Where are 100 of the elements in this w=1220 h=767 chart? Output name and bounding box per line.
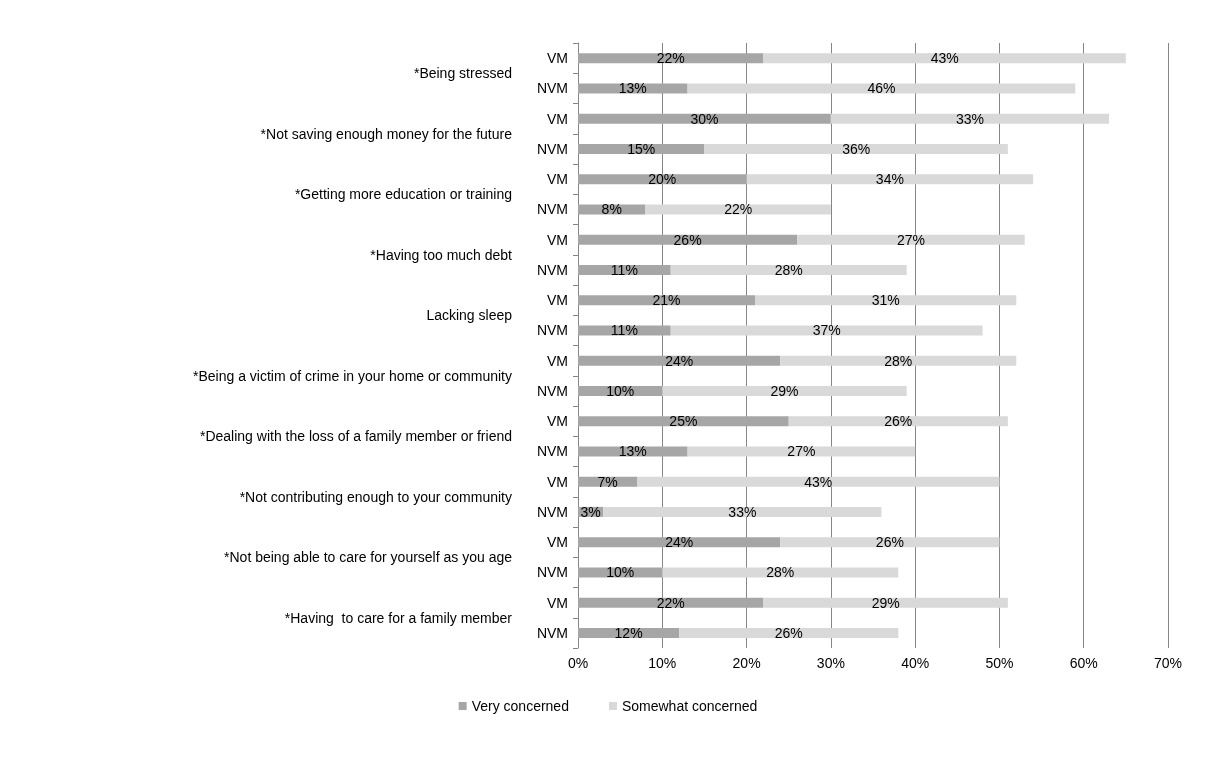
- data-label: 29%: [871, 594, 900, 611]
- legend-label: Very concerned: [471, 698, 569, 714]
- data-label: 43%: [804, 473, 833, 490]
- bar: [670, 264, 907, 275]
- y-tick-label: VM: [547, 231, 568, 248]
- y-tick-label: NVM: [536, 322, 568, 339]
- data-label: 10%: [606, 564, 635, 581]
- data-label: 36%: [842, 140, 871, 157]
- text: *Not being able to care for yourself as you age: [224, 549, 513, 566]
- data-label: 37%: [812, 322, 841, 339]
- data-label: 22%: [656, 594, 685, 611]
- y-tick-label: NVM: [536, 443, 568, 460]
- data-label: 20%: [648, 171, 677, 188]
- x-tick-label: 30%: [816, 655, 845, 671]
- y-tick-label: VM: [547, 534, 568, 551]
- data-label: 11%: [610, 261, 638, 278]
- data-label: 43%: [930, 50, 959, 67]
- bar: [830, 113, 1109, 124]
- bar: [578, 597, 764, 608]
- text: *Getting more education or training: [294, 186, 512, 203]
- x-tick-label: 60%: [1069, 655, 1098, 671]
- y-tick-label: NVM: [536, 564, 568, 581]
- data-label: 10%: [606, 382, 635, 399]
- bar: [755, 295, 1017, 306]
- y-tick-label: VM: [547, 171, 568, 188]
- data-label: 7%: [597, 473, 618, 490]
- data-label: 29%: [770, 382, 799, 399]
- bar: [687, 446, 916, 457]
- data-label: 24%: [665, 534, 694, 551]
- bar: [662, 385, 907, 396]
- data-label: 25%: [669, 413, 698, 430]
- data-label: 11%: [610, 322, 638, 339]
- bar: [603, 506, 882, 517]
- data-label: 26%: [774, 624, 803, 641]
- y-tick-label: VM: [547, 50, 568, 67]
- y-tick-label: VM: [547, 292, 568, 309]
- bar: [670, 325, 983, 336]
- data-label: 3%: [580, 503, 601, 520]
- text: Lacking sleep: [426, 307, 513, 324]
- x-tick-label: 10%: [648, 655, 677, 671]
- data-label: 13%: [618, 443, 647, 460]
- data-label: 30%: [690, 110, 719, 127]
- text: *Having too much debt: [370, 246, 513, 263]
- data-label: 26%: [875, 534, 904, 551]
- data-label: 28%: [774, 261, 803, 278]
- text: *Being stressed: [413, 65, 512, 82]
- bar: [763, 597, 1008, 608]
- legend-label: Somewhat concerned: [621, 698, 758, 714]
- x-tick-label: 50%: [985, 655, 1014, 671]
- bar: [578, 113, 831, 124]
- bar: [578, 234, 798, 245]
- data-label: 22%: [724, 201, 753, 218]
- x-tick-label: 70%: [1153, 655, 1183, 671]
- bar: [763, 53, 1126, 64]
- bar: [578, 537, 781, 548]
- x-tick-label: 20%: [732, 655, 761, 671]
- bar: [788, 416, 1008, 427]
- data-label: 34%: [875, 171, 904, 188]
- y-tick-label: NVM: [536, 201, 568, 218]
- bar: [704, 143, 1008, 154]
- data-label: 26%: [884, 413, 913, 430]
- data-label: 27%: [896, 231, 925, 248]
- text: *Not contributing enough to your community: [239, 488, 512, 505]
- data-label: 33%: [955, 110, 984, 127]
- bar: [578, 174, 747, 185]
- bar: [780, 537, 1000, 548]
- bar: [645, 204, 831, 215]
- y-tick-label: NVM: [536, 624, 568, 641]
- y-tick-label: NVM: [536, 140, 568, 157]
- data-label: 33%: [728, 503, 757, 520]
- data-label: 15%: [627, 140, 656, 157]
- bar: [797, 234, 1025, 245]
- data-label: 46%: [867, 80, 896, 97]
- y-tick-label: NVM: [536, 261, 568, 278]
- data-label: 22%: [656, 50, 685, 67]
- bar: [637, 476, 1000, 487]
- data-label: 8%: [601, 201, 622, 218]
- text: *Being a victim of crime in your home or community: [193, 367, 512, 384]
- bar: [746, 174, 1034, 185]
- data-label: 21%: [652, 292, 681, 309]
- y-tick-label: VM: [547, 110, 568, 127]
- y-tick-label: VM: [547, 352, 568, 369]
- text: *Having to care for a family member: [284, 609, 513, 626]
- data-label: 27%: [787, 443, 816, 460]
- y-tick-label: NVM: [536, 503, 568, 520]
- bar: [662, 567, 899, 578]
- bar: [578, 355, 781, 366]
- data-label: 12%: [614, 624, 643, 641]
- y-tick-label: VM: [547, 594, 568, 611]
- bar: [578, 416, 789, 427]
- data-label: 31%: [871, 292, 900, 309]
- x-tick-label: 40%: [901, 655, 930, 671]
- bar: [679, 627, 899, 638]
- y-tick-label: NVM: [536, 382, 568, 399]
- data-label: 13%: [618, 80, 647, 97]
- text: *Dealing with the loss of a family member or friend: [199, 428, 512, 445]
- bar: [578, 53, 764, 64]
- data-label: 28%: [766, 564, 795, 581]
- bar: [687, 83, 1076, 94]
- bar: [578, 295, 755, 306]
